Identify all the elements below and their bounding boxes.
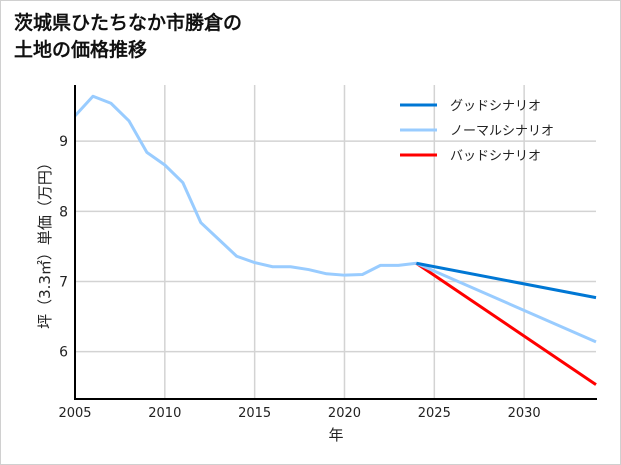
- legend-label: グッドシナリオ: [450, 99, 541, 114]
- y-tick-label: 6: [59, 345, 68, 361]
- scenario-line-1: [415, 261, 597, 344]
- chart-title-line-1: 茨城県ひたちなか市勝倉の: [14, 12, 243, 34]
- x-tick-label: 2030: [508, 406, 541, 421]
- y-axis-label: 坪（3.3㎡）単価（万円）: [36, 155, 54, 329]
- x-tick-label: 2020: [328, 406, 361, 421]
- x-tick-label: 2005: [58, 406, 91, 421]
- chart-title-line-2: 土地の価格推移: [14, 39, 148, 61]
- legend-label: ノーマルシナリオ: [450, 124, 554, 139]
- x-tick-label: 2025: [418, 406, 451, 421]
- legend-label: バッドシナリオ: [450, 149, 541, 164]
- y-tick-label: 8: [59, 204, 68, 220]
- chart-title: 茨城県ひたちなか市勝倉の 土地の価格推移: [14, 10, 242, 64]
- x-axis-label: 年: [328, 426, 343, 444]
- y-tick-label: 9: [59, 134, 68, 150]
- y-tick-label: 7: [59, 275, 68, 291]
- x-tick-label: 2010: [148, 406, 181, 421]
- scenario-line-2: [415, 262, 597, 386]
- scenario-line-0: [416, 261, 597, 300]
- x-tick-label: 2015: [238, 406, 271, 421]
- historical-line: [73, 94, 417, 277]
